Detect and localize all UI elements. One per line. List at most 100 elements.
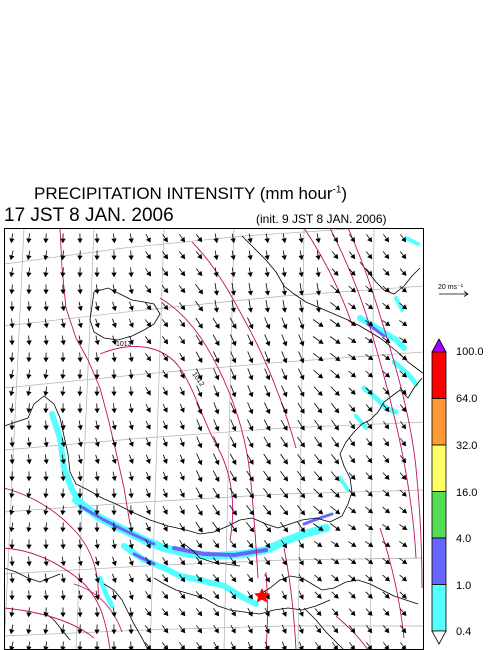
- wind-arrow-head: [248, 323, 254, 330]
- colorbar-segment: [431, 444, 447, 492]
- wind-arrow-head: [315, 290, 322, 296]
- wind-arrow-head: [128, 527, 134, 533]
- wind-arrow-head: [214, 357, 220, 364]
- wind-arrow-head: [146, 560, 151, 566]
- wind-arrow-head: [43, 578, 49, 584]
- wind-arrow-head: [367, 406, 373, 413]
- wind-arrow-head: [249, 510, 255, 516]
- wind-arrow-head: [163, 593, 169, 600]
- wind-arrow-head: [9, 373, 15, 380]
- wind-arrow-head: [26, 374, 32, 380]
- wind-arrow-head: [77, 391, 83, 397]
- wind-arrow-head: [318, 321, 324, 327]
- colorbar-segment: [431, 398, 447, 446]
- wind-arrow-head: [94, 510, 100, 516]
- wind-arrow-head: [213, 272, 219, 278]
- wind-arrow-head: [197, 593, 203, 600]
- wind-arrow-head: [111, 646, 117, 650]
- wind-arrow-head: [9, 509, 15, 516]
- wind-arrow-head: [9, 390, 15, 397]
- colorbar-label-4: 4.0: [456, 533, 472, 545]
- wind-arrow-head: [367, 236, 373, 243]
- wind-arrow-head: [43, 357, 49, 363]
- wind-arrow-head: [180, 644, 186, 650]
- wind-arrow-head: [128, 577, 134, 583]
- forecast-map: 1013 1012: [4, 228, 424, 650]
- wind-arrow-head: [316, 627, 322, 634]
- wind-arrow-head: [214, 645, 219, 650]
- wind-arrow-head: [350, 236, 356, 243]
- wind-arrow-head: [384, 491, 390, 497]
- wind-arrow-head: [197, 510, 203, 516]
- wind-arrow-head: [334, 288, 340, 294]
- wind-arrow-head: [43, 595, 49, 601]
- wind-arrow-head: [60, 289, 66, 295]
- wind-arrow-head: [162, 441, 168, 447]
- wind-arrow-head: [384, 525, 391, 531]
- wind-arrow-head: [384, 627, 390, 634]
- wind-arrow-head: [335, 526, 341, 531]
- wind-arrow-head: [197, 357, 203, 364]
- wind-arrow-head: [350, 287, 356, 293]
- wind-arrow-head: [350, 321, 357, 327]
- wind-arrow-head: [26, 289, 32, 295]
- wind-arrow-head: [163, 355, 168, 362]
- wind-arrow-head: [43, 612, 49, 618]
- wind-arrow-head: [333, 610, 339, 616]
- colorbar-segment: [431, 537, 447, 585]
- wind-arrow-head: [9, 459, 15, 465]
- wind-arrow-head: [43, 442, 49, 448]
- wind-arrow-head: [265, 408, 271, 415]
- wind-arrow-head: [317, 390, 323, 396]
- wind-arrow-head: [401, 440, 407, 447]
- wind-arrow-head: [316, 593, 322, 599]
- wind-arrow-head: [231, 542, 237, 549]
- wind-arrow-head: [213, 290, 220, 296]
- wind-arrow-head: [282, 357, 288, 364]
- wind-arrow-head: [249, 526, 255, 533]
- wind-arrow-head: [180, 253, 186, 260]
- wind-arrow-head: [180, 526, 185, 532]
- wind-arrow-head: [111, 510, 117, 516]
- wind-arrow-head: [214, 593, 220, 600]
- wind-arrow-head: [367, 253, 373, 260]
- wind-arrow-head: [163, 559, 168, 566]
- wind-arrow-head: [111, 424, 117, 431]
- wind-arrow-head: [60, 646, 66, 650]
- wind-arrow-head: [128, 289, 134, 295]
- wind-arrow-head: [367, 389, 373, 395]
- wind-arrow-head: [282, 374, 288, 381]
- wind-arrow-head: [26, 561, 32, 567]
- wind-arrow-head: [60, 340, 66, 346]
- wind-arrow-head: [179, 373, 185, 379]
- wind-arrow-head: [214, 391, 220, 398]
- wind-arrow-head: [111, 458, 117, 464]
- wind-arrow-head: [298, 255, 304, 261]
- wind-arrow-head: [298, 290, 305, 296]
- wind-arrow-head: [111, 339, 117, 346]
- wind-arrow-head: [282, 425, 288, 431]
- wind-arrow-head: [367, 372, 374, 378]
- wind-arrow-head: [231, 576, 237, 583]
- wind-arrow-head: [384, 644, 390, 650]
- wind-arrow-head: [247, 272, 253, 278]
- wind-arrow-head: [367, 355, 374, 361]
- wind-arrow-head: [401, 372, 408, 378]
- colorbar-label-100: 100.0: [456, 346, 484, 358]
- wind-arrow-head: [60, 459, 66, 465]
- wind-arrow-head: [60, 391, 66, 397]
- wind-arrow-head: [26, 629, 32, 635]
- wind-arrow-head: [163, 338, 169, 345]
- wind-arrow-head: [334, 407, 340, 414]
- wind-arrow-head: [26, 340, 32, 346]
- wind-arrow-head: [265, 542, 271, 549]
- wind-arrow-head: [281, 272, 287, 278]
- wind-arrow-head: [401, 457, 407, 464]
- wind-arrow-head: [146, 237, 151, 243]
- wind-arrow-head: [94, 441, 100, 448]
- wind-arrow-head: [248, 559, 254, 566]
- wind-arrow-head: [111, 357, 117, 363]
- wind-arrow-head: [77, 510, 83, 516]
- wind-arrow-head: [350, 270, 356, 276]
- wind-arrow-head: [162, 526, 168, 532]
